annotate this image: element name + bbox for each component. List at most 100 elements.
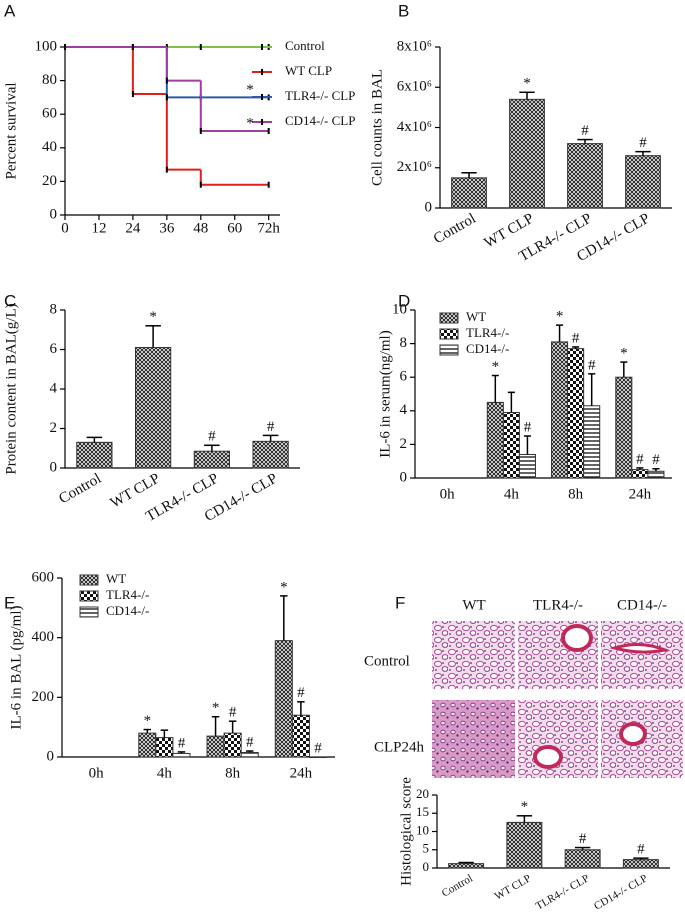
bar [308, 756, 327, 758]
x-tick-label: 0h [89, 765, 105, 781]
bar [564, 849, 601, 869]
significance-marker: * [149, 309, 157, 325]
bar [622, 859, 659, 869]
x-tick-label: 36 [159, 220, 175, 236]
y-axis-label: IL-6 in BAL (pg/ml) [8, 605, 24, 729]
y-axis-label: Cell counts in BAL [369, 69, 385, 186]
panel-label: F [395, 593, 405, 612]
y-tick-label: 6x10⁶ [397, 79, 432, 95]
x-tick-label: 48 [193, 220, 208, 236]
bar [647, 470, 665, 479]
bar [518, 453, 536, 479]
x-tick-label: 60 [227, 220, 242, 236]
significance-marker: * [556, 309, 564, 325]
bar [274, 640, 293, 758]
x-tick-label: 4h [504, 486, 520, 502]
x-tick-label: 0h [440, 486, 456, 502]
image-column-label: CD14-/- [617, 597, 667, 613]
y-tick-label: 60 [42, 106, 57, 122]
histology-image [432, 700, 515, 778]
significance-marker: * [620, 346, 628, 362]
x-tick-label: 8h [225, 765, 241, 781]
legend-label: WT CLP [285, 63, 332, 78]
x-tick-label: 8h [568, 486, 584, 502]
histology-image [601, 621, 683, 689]
x-tick-label: Control [440, 872, 475, 899]
y-tick-label: 20 [416, 786, 429, 801]
y-tick-label: 2x10⁶ [397, 159, 432, 175]
bar [252, 440, 289, 469]
y-tick-label: 8x10⁶ [397, 38, 432, 54]
panel-label: C [4, 291, 16, 310]
bar [155, 737, 174, 758]
bar [502, 411, 520, 479]
significance-marker: # [246, 734, 254, 750]
bar [583, 405, 601, 479]
bar [223, 732, 242, 758]
y-tick-label: 15 [416, 804, 429, 819]
panel-label: E [4, 593, 15, 612]
image-column-label: WT [462, 597, 485, 613]
bar [448, 863, 485, 869]
y-tick-label: 200 [32, 689, 55, 705]
x-tick-label: 24h [629, 486, 652, 502]
bar [206, 735, 225, 758]
legend-swatch [79, 574, 99, 586]
significance-marker: * [212, 700, 220, 716]
y-tick-label: 4 [400, 402, 408, 418]
panel-label: A [4, 1, 16, 20]
bar [172, 752, 191, 758]
legend-label: CD14-/- CLP [285, 113, 355, 128]
bar [615, 376, 633, 479]
y-tick-label: 2 [400, 436, 408, 452]
legend-swatch [439, 328, 459, 340]
histology-image [518, 700, 598, 778]
significance-marker: # [208, 429, 216, 445]
x-tick-label: 24h [290, 765, 313, 781]
significance-marker: * [523, 76, 531, 92]
significance-marker: # [297, 685, 305, 701]
bar [193, 450, 230, 469]
vessel [561, 624, 593, 652]
significance-marker: # [524, 419, 532, 435]
legend-swatch [79, 590, 99, 602]
significance-marker: # [581, 123, 589, 139]
legend-label: WT [106, 571, 126, 586]
bar [631, 469, 649, 479]
x-tick-label: 72h [257, 220, 280, 236]
significance-marker: # [229, 705, 237, 721]
legend-swatch [439, 344, 459, 356]
x-tick-label: 4h [157, 765, 173, 781]
y-axis-label: IL-6 in serum(ng/ml) [377, 330, 393, 457]
significance-marker: # [639, 135, 647, 151]
y-axis-label: Percent survival [3, 82, 19, 179]
y-axis-label: Protein content in BAL(g/L) [3, 303, 19, 474]
bar [135, 347, 172, 469]
bar [509, 98, 545, 209]
y-tick-label: 8 [400, 335, 408, 351]
y-tick-label: 0 [47, 748, 55, 764]
x-tick-label: 24 [125, 220, 141, 236]
significance-marker: # [637, 842, 645, 858]
x-tick-label: WT CLP [493, 872, 533, 902]
legend-label: CD14-/- [466, 341, 509, 356]
x-tick-label: 12 [91, 220, 106, 236]
significance-marker: * [521, 799, 529, 815]
significance-marker: # [636, 451, 644, 467]
y-tick-label: 0 [50, 206, 58, 222]
x-tick-label: CD14-/- CLP [592, 872, 650, 912]
significance-marker: # [588, 357, 596, 373]
significance-marker: # [652, 452, 660, 468]
image-column-label: TLR4-/- [533, 597, 583, 613]
image-row-label: CLP24h [374, 739, 425, 755]
y-tick-label: 0 [425, 199, 433, 215]
bar [625, 155, 661, 209]
annotation: * [246, 82, 254, 98]
y-tick-label: 4 [50, 380, 58, 396]
annotation: * [246, 115, 254, 131]
y-tick-label: 10 [416, 822, 429, 837]
legend-swatch [439, 312, 459, 324]
histology-image [432, 621, 515, 689]
x-tick-label: Control [56, 471, 104, 508]
